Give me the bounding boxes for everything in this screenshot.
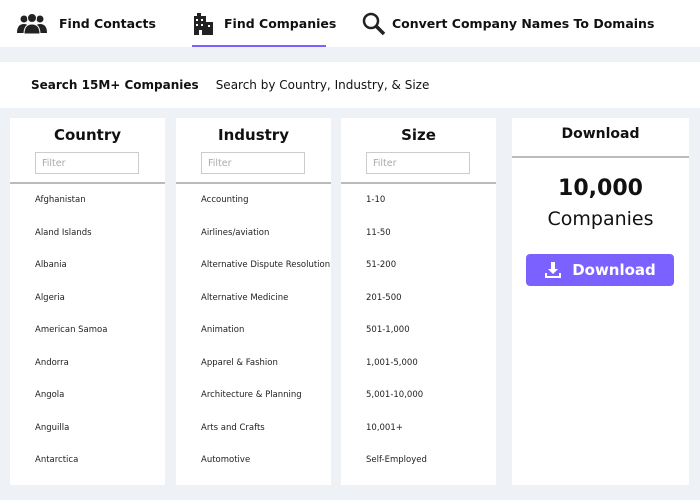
search-bar: Search 15M+ Companies Search by Country,…	[0, 62, 700, 108]
active-tab-indicator	[192, 45, 326, 47]
contacts-icon	[17, 12, 47, 34]
list-item[interactable]: 1-10	[366, 195, 386, 205]
count-unit: Companies	[547, 208, 654, 230]
list-item[interactable]: 11-50	[366, 227, 391, 238]
divider	[512, 156, 689, 158]
search-icon	[362, 12, 386, 35]
list-item[interactable]: Andorra	[35, 357, 69, 368]
list-item[interactable]: Accounting	[201, 195, 249, 205]
list-item[interactable]: Algeria	[35, 292, 65, 303]
search-subtitle: Search by Country, Industry, & Size	[215, 78, 430, 92]
filter-card: Size Filter 1-10 11-50 51-200 201-500 501-1,00…	[341, 118, 496, 485]
column-title: Industry	[218, 126, 289, 144]
download-button[interactable]: Download	[526, 254, 674, 286]
filter-input[interactable]: Filter	[201, 152, 305, 174]
filter-input[interactable]: Filter	[366, 152, 470, 174]
list-item[interactable]: Afghanistan	[35, 195, 86, 205]
search-title: Search 15M+ Companies	[31, 78, 199, 92]
divider	[341, 182, 496, 184]
company-count: 10,000	[558, 176, 643, 201]
list-item[interactable]: Anguilla	[35, 422, 70, 433]
list-item[interactable]: 201-500	[366, 292, 402, 303]
list-item[interactable]: Architecture & Planning	[201, 390, 302, 400]
download-title: Download	[561, 126, 640, 142]
filter-card: Industry Filter Accounting Airlines/aviatio…	[176, 118, 331, 485]
download-card: Download 10,000 Companies Download	[512, 118, 689, 485]
tab-label: Find Contacts	[59, 16, 156, 31]
list-item[interactable]: 501-1,000	[366, 325, 410, 335]
list-item[interactable]: American Samoa	[35, 325, 108, 335]
filter-input[interactable]: Filter	[35, 152, 139, 174]
list-item[interactable]: Albania	[35, 260, 67, 270]
tab[interactable]: Find Contacts	[17, 0, 156, 47]
column-title: Country	[53, 126, 122, 144]
list-item[interactable]: Aland Islands	[35, 227, 92, 238]
list-item[interactable]: 5,001-10,000	[366, 390, 424, 400]
companies-icon	[194, 12, 213, 35]
list-item[interactable]: Animation	[201, 325, 245, 335]
download-button-label: Download	[572, 261, 656, 279]
tab[interactable]: Find Companies	[192, 0, 336, 47]
list-item[interactable]: Alternative Medicine	[201, 292, 289, 303]
list-item[interactable]: Self-Employed	[366, 455, 427, 465]
tab-label: Convert Company Names To Domains	[392, 16, 655, 31]
list-item[interactable]: 10,001+	[366, 422, 403, 433]
list-item[interactable]: Alternative Dispute Resolution	[201, 260, 331, 270]
list-item[interactable]: 1,001-5,000	[366, 357, 418, 368]
list-item[interactable]: Automotive	[201, 455, 251, 465]
list-item[interactable]: Airlines/aviation	[201, 227, 270, 238]
divider	[176, 182, 331, 184]
filter-card: Country Filter Afghanistan Aland Islands Alb…	[10, 118, 165, 485]
list-item[interactable]: Apparel & Fashion	[201, 357, 278, 368]
list-item[interactable]: Arts and Crafts	[201, 422, 265, 433]
column-title: Size	[401, 126, 436, 144]
tab-label: Find Companies	[224, 16, 337, 31]
tab[interactable]: Convert Company Names To Domains	[362, 0, 654, 47]
list-item[interactable]: Antarctica	[35, 455, 79, 465]
divider	[10, 182, 165, 184]
list-item[interactable]: Angola	[35, 390, 65, 400]
download-icon	[545, 262, 562, 278]
list-item[interactable]: 51-200	[366, 260, 397, 270]
nav-bar: Find Contacts Find Companies Convert Com…	[0, 0, 700, 47]
